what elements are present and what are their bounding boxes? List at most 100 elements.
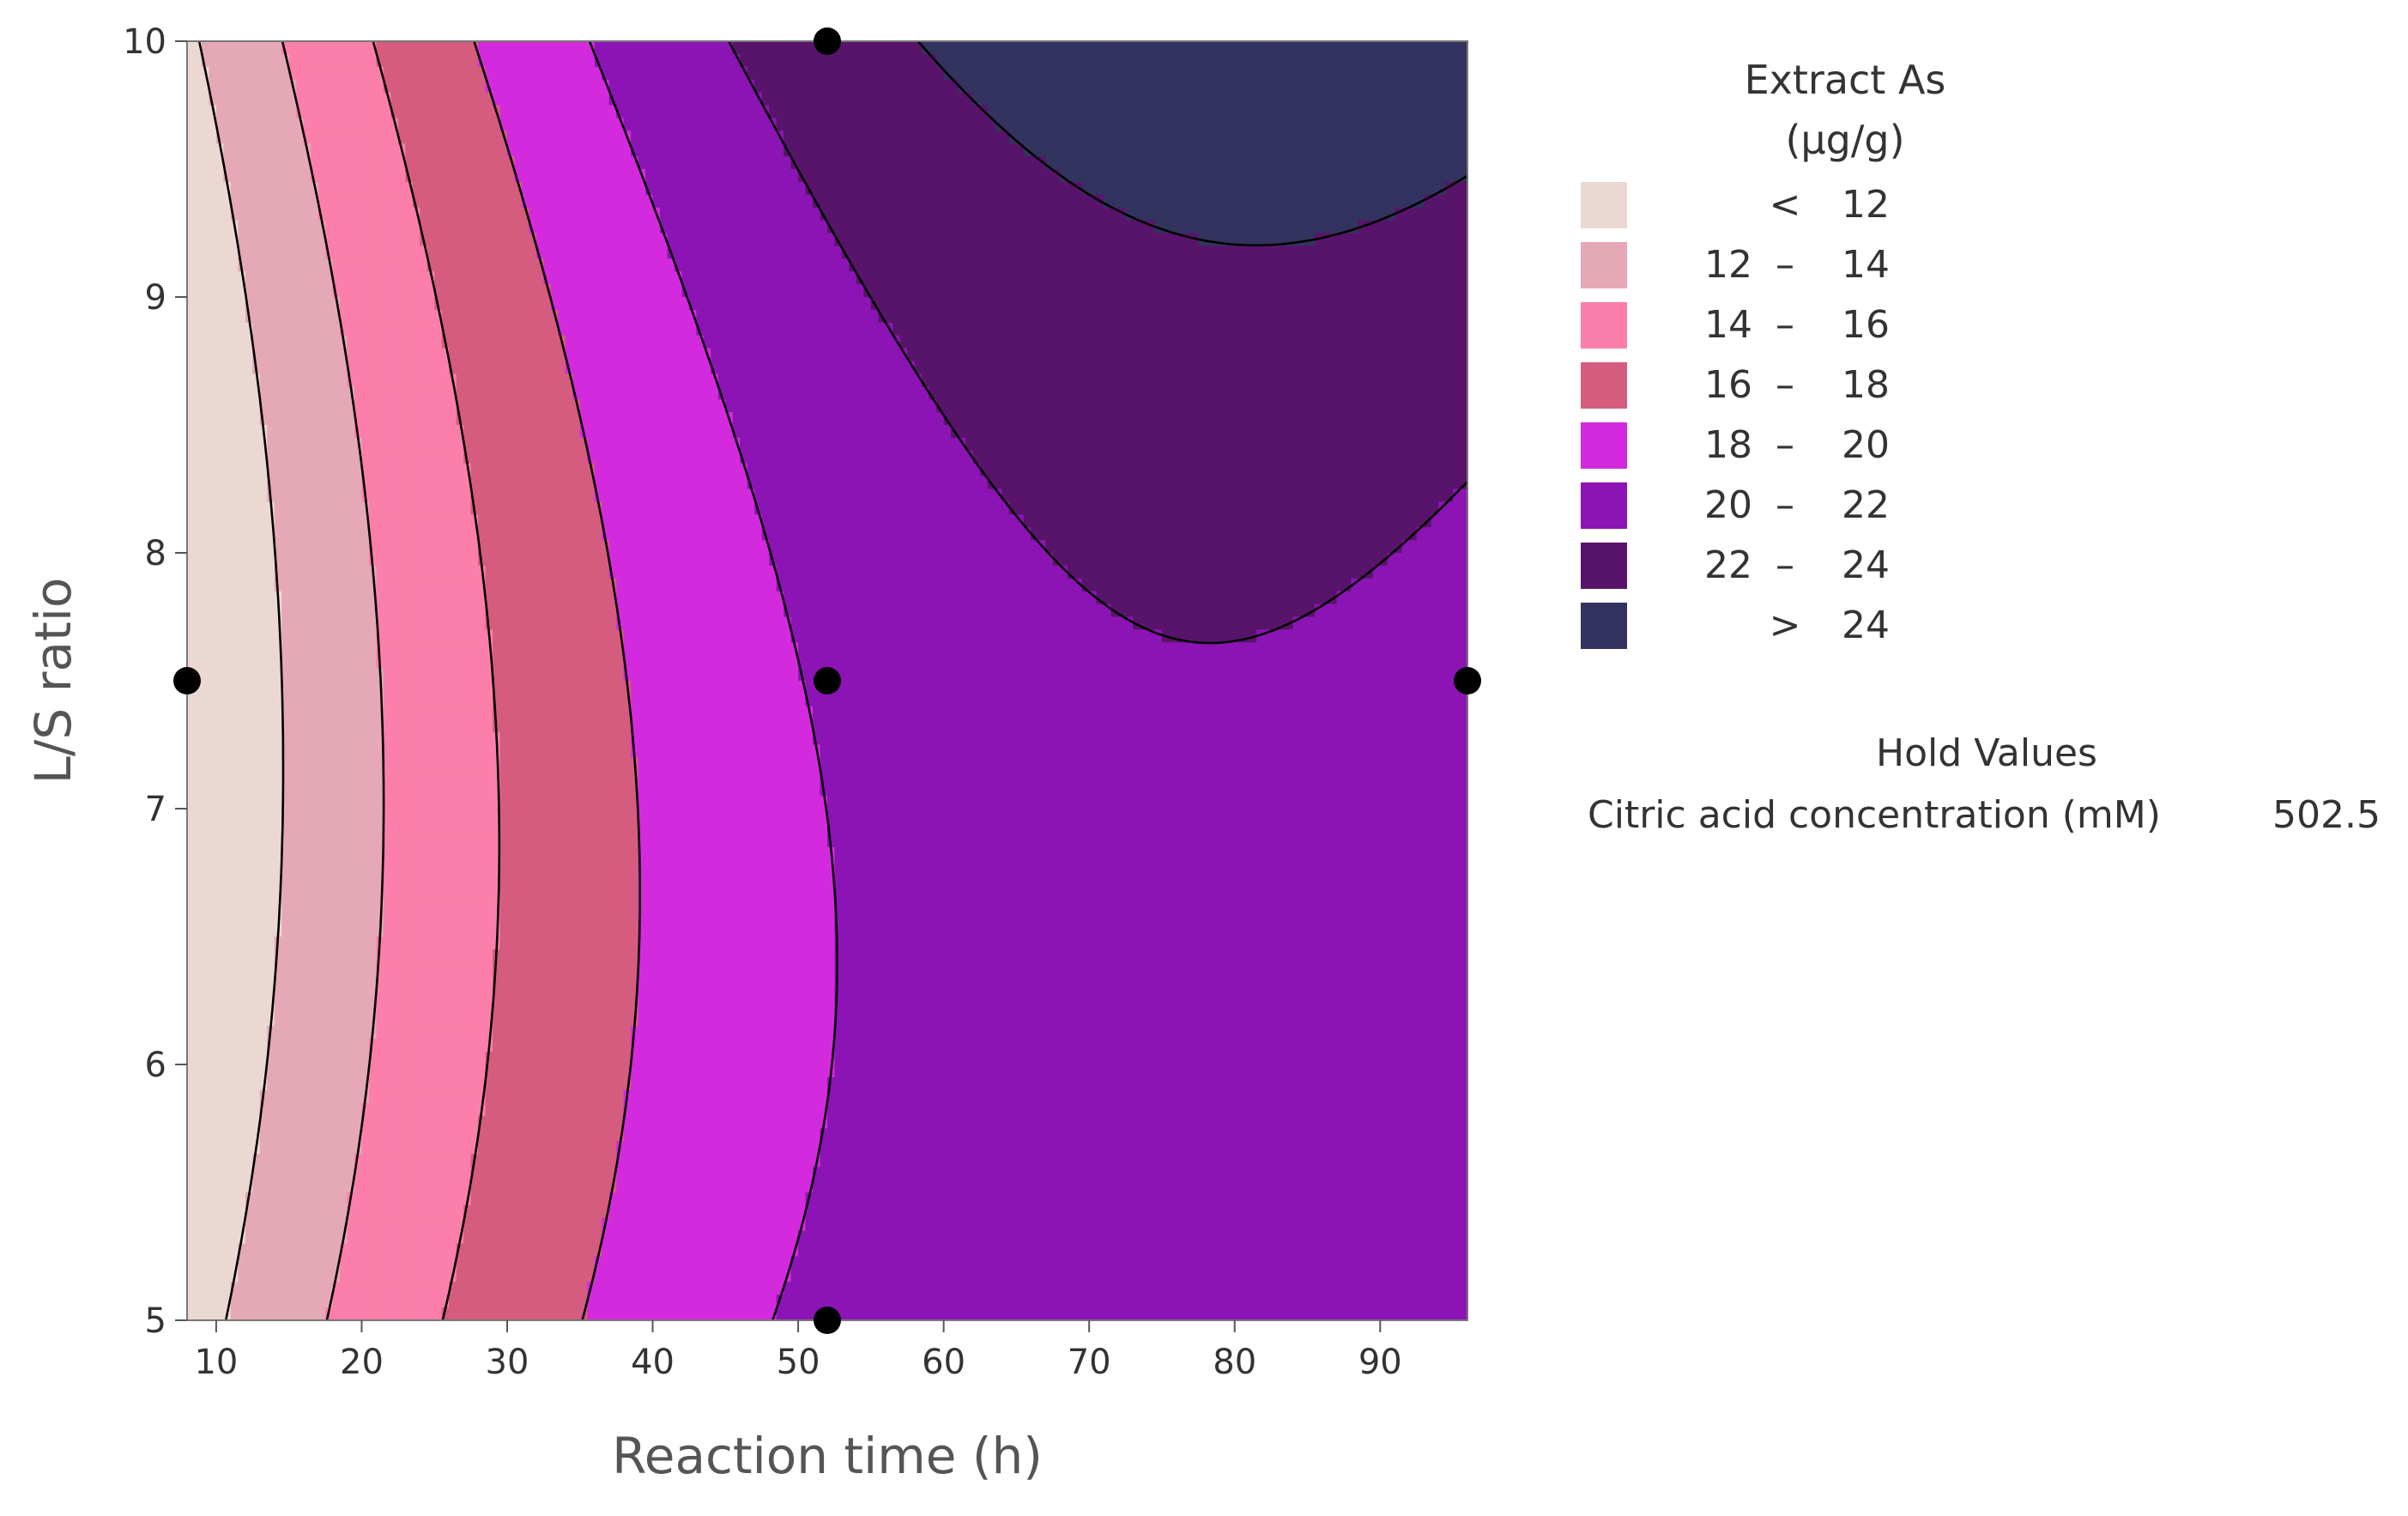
contour-cell [390, 258, 399, 273]
contour-cell [318, 1167, 326, 1180]
contour-cell [288, 207, 298, 221]
contour-cell [215, 1128, 225, 1143]
contour-cell [529, 194, 537, 209]
contour-cell [434, 553, 443, 567]
contour-cell [252, 898, 261, 913]
contour-cell [521, 284, 530, 298]
contour-cell [215, 783, 225, 797]
contour-cell [390, 1052, 399, 1065]
contour-cell [485, 1154, 493, 1168]
contour-cell [361, 425, 370, 439]
contour-cell [187, 578, 196, 592]
contour-cell [325, 1013, 334, 1028]
contour-cell [368, 629, 378, 644]
contour-cell [303, 309, 312, 324]
contour-cell [499, 1204, 508, 1219]
contour-cell [311, 348, 319, 362]
contour-cell [274, 501, 283, 516]
contour-cell [354, 783, 363, 797]
contour-cell [485, 130, 493, 145]
contour-cell [245, 783, 254, 797]
contour-cell [361, 297, 370, 311]
contour-cell [412, 846, 421, 861]
contour-cell [383, 425, 392, 439]
contour-cell [449, 181, 457, 196]
contour-cell [238, 898, 246, 913]
contour-cell [456, 1026, 465, 1040]
contour-cell [238, 924, 246, 937]
contour-cell [296, 565, 305, 579]
contour-cell [368, 1115, 378, 1130]
contour-cell [543, 783, 552, 797]
contour-cell [478, 169, 487, 183]
contour-cell [449, 437, 457, 452]
contour-cell [281, 130, 290, 145]
contour-cell [281, 361, 290, 375]
contour-cell [420, 1089, 428, 1104]
contour-cell [281, 169, 290, 183]
contour-cell [325, 987, 334, 1002]
contour-cell [340, 885, 348, 900]
contour-cell [535, 361, 545, 375]
contour-cell [456, 399, 465, 413]
contour-cell [463, 297, 472, 311]
contour-cell [390, 309, 399, 324]
contour-cell [340, 937, 348, 950]
contour-cell [412, 783, 421, 797]
contour-cell [281, 246, 290, 260]
contour-cell [238, 143, 246, 157]
contour-cell [223, 105, 232, 119]
contour-cell [325, 949, 334, 963]
contour-cell [405, 514, 414, 529]
contour-cell [535, 1269, 545, 1283]
contour-cell [267, 693, 275, 707]
contour-cell [318, 974, 326, 989]
contour-cell [376, 130, 384, 145]
contour-cell [354, 348, 363, 362]
contour-cell [529, 961, 537, 976]
contour-cell [412, 591, 421, 605]
contour-cell [456, 1076, 465, 1091]
contour-cell [354, 859, 363, 874]
contour-cell [318, 668, 326, 682]
contour-cell [288, 348, 298, 362]
contour-cell [274, 1282, 283, 1296]
contour-cell [230, 207, 239, 221]
contour-cell [230, 322, 239, 337]
contour-cell [493, 961, 501, 976]
contour-cell [311, 1256, 319, 1270]
contour-cell [303, 668, 312, 682]
contour-cell [493, 1089, 501, 1104]
contour-cell [412, 233, 421, 247]
contour-cell [543, 1243, 552, 1258]
contour-cell [361, 642, 370, 657]
contour-cell [521, 603, 530, 618]
contour-cell [535, 476, 545, 490]
contour-cell [187, 450, 196, 464]
contour-cell [420, 1052, 428, 1065]
contour-cell [434, 565, 443, 579]
contour-cell [376, 1282, 384, 1296]
contour-cell [340, 130, 348, 145]
contour-cell [340, 527, 348, 541]
contour-cell [368, 872, 378, 887]
contour-cell [274, 118, 283, 132]
contour-cell [405, 156, 414, 170]
contour-cell [215, 437, 225, 452]
contour-cell [354, 1102, 363, 1117]
contour-cell [332, 514, 341, 529]
contour-cell [456, 476, 465, 490]
contour-cell [376, 258, 384, 273]
contour-cell [354, 309, 363, 324]
contour-cell [412, 872, 421, 887]
contour-cell [390, 693, 399, 707]
contour-cell [325, 92, 334, 106]
contour-cell [499, 309, 508, 324]
contour-cell [274, 143, 283, 157]
contour-cell [521, 1089, 530, 1104]
contour-cell [209, 757, 217, 772]
contour-cell [427, 1230, 436, 1245]
contour-cell [441, 1204, 451, 1219]
contour-cell [390, 335, 399, 349]
contour-cell [274, 130, 283, 145]
